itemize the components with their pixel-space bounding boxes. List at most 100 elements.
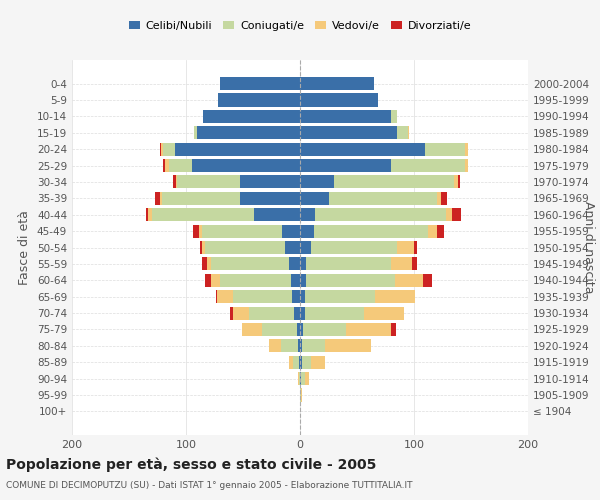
Bar bbox=[199, 224, 202, 237]
Bar bbox=[437, 224, 443, 237]
Y-axis label: Fasce di età: Fasce di età bbox=[19, 210, 31, 285]
Bar bbox=[163, 142, 175, 156]
Bar bbox=[391, 258, 412, 270]
Bar bbox=[162, 192, 239, 205]
Bar bbox=[305, 306, 364, 320]
Bar bbox=[242, 323, 262, 336]
Bar bbox=[425, 142, 466, 156]
Bar bbox=[202, 224, 282, 237]
Bar bbox=[206, 258, 211, 270]
Bar bbox=[152, 208, 254, 222]
Bar bbox=[325, 340, 371, 352]
Bar bbox=[364, 306, 404, 320]
Bar bbox=[160, 192, 162, 205]
Bar bbox=[289, 258, 300, 270]
Bar bbox=[285, 241, 300, 254]
Bar bbox=[299, 372, 300, 385]
Bar bbox=[300, 274, 306, 287]
Bar bbox=[304, 323, 346, 336]
Bar bbox=[249, 306, 295, 320]
Bar bbox=[254, 208, 300, 222]
Bar bbox=[289, 356, 293, 369]
Bar bbox=[452, 208, 461, 222]
Bar bbox=[391, 110, 397, 123]
Bar bbox=[329, 192, 437, 205]
Bar bbox=[466, 142, 467, 156]
Bar bbox=[211, 258, 289, 270]
Bar bbox=[346, 323, 391, 336]
Bar bbox=[305, 372, 309, 385]
Legend: Celibi/Nubili, Coniugati/e, Vedovi/e, Divorziati/e: Celibi/Nubili, Coniugati/e, Vedovi/e, Di… bbox=[124, 17, 476, 36]
Bar bbox=[301, 372, 305, 385]
Bar bbox=[163, 159, 166, 172]
Bar bbox=[282, 224, 300, 237]
Bar bbox=[166, 159, 169, 172]
Bar bbox=[300, 306, 305, 320]
Bar bbox=[202, 258, 206, 270]
Bar bbox=[446, 208, 452, 222]
Bar bbox=[281, 340, 298, 352]
Bar bbox=[197, 126, 300, 140]
Bar bbox=[220, 77, 300, 90]
Bar bbox=[269, 340, 281, 352]
Bar bbox=[293, 356, 299, 369]
Bar bbox=[205, 274, 211, 287]
Bar bbox=[300, 192, 329, 205]
Bar bbox=[437, 192, 442, 205]
Bar bbox=[262, 323, 296, 336]
Bar bbox=[217, 290, 233, 303]
Bar bbox=[334, 176, 454, 188]
Bar bbox=[454, 176, 458, 188]
Bar bbox=[300, 340, 302, 352]
Bar bbox=[146, 208, 148, 222]
Bar bbox=[160, 142, 161, 156]
Bar bbox=[215, 290, 217, 303]
Bar bbox=[428, 224, 437, 237]
Bar bbox=[397, 126, 408, 140]
Bar bbox=[300, 94, 377, 106]
Bar bbox=[298, 372, 299, 385]
Bar bbox=[192, 159, 300, 172]
Bar bbox=[291, 274, 300, 287]
Bar bbox=[306, 274, 395, 287]
Bar bbox=[375, 290, 415, 303]
Bar bbox=[300, 77, 374, 90]
Bar bbox=[395, 274, 423, 287]
Text: COMUNE DI DECIMOPUTZU (SU) - Dati ISTAT 1° gennaio 2005 - Elaborazione TUTTITALI: COMUNE DI DECIMOPUTZU (SU) - Dati ISTAT … bbox=[6, 481, 413, 490]
Bar bbox=[300, 241, 311, 254]
Bar bbox=[295, 306, 300, 320]
Bar bbox=[155, 192, 160, 205]
Bar bbox=[311, 356, 325, 369]
Bar bbox=[391, 323, 396, 336]
Bar bbox=[300, 176, 334, 188]
Bar bbox=[173, 176, 176, 188]
Bar bbox=[202, 241, 205, 254]
Bar bbox=[193, 224, 199, 237]
Bar bbox=[175, 142, 300, 156]
Bar bbox=[423, 274, 432, 287]
Bar bbox=[239, 192, 300, 205]
Bar bbox=[314, 224, 428, 237]
Bar bbox=[205, 241, 285, 254]
Bar bbox=[300, 126, 397, 140]
Bar bbox=[442, 192, 447, 205]
Bar bbox=[458, 176, 460, 188]
Bar bbox=[296, 323, 300, 336]
Bar bbox=[397, 241, 414, 254]
Bar bbox=[300, 388, 301, 402]
Bar bbox=[302, 340, 325, 352]
Bar bbox=[300, 323, 304, 336]
Bar bbox=[301, 388, 302, 402]
Bar bbox=[169, 159, 192, 172]
Bar bbox=[305, 290, 375, 303]
Bar bbox=[176, 176, 177, 188]
Bar bbox=[302, 356, 311, 369]
Bar bbox=[203, 110, 300, 123]
Bar bbox=[292, 290, 300, 303]
Bar bbox=[466, 159, 467, 172]
Bar bbox=[300, 142, 425, 156]
Bar bbox=[300, 159, 391, 172]
Bar bbox=[414, 241, 418, 254]
Bar bbox=[300, 110, 391, 123]
Bar bbox=[233, 306, 249, 320]
